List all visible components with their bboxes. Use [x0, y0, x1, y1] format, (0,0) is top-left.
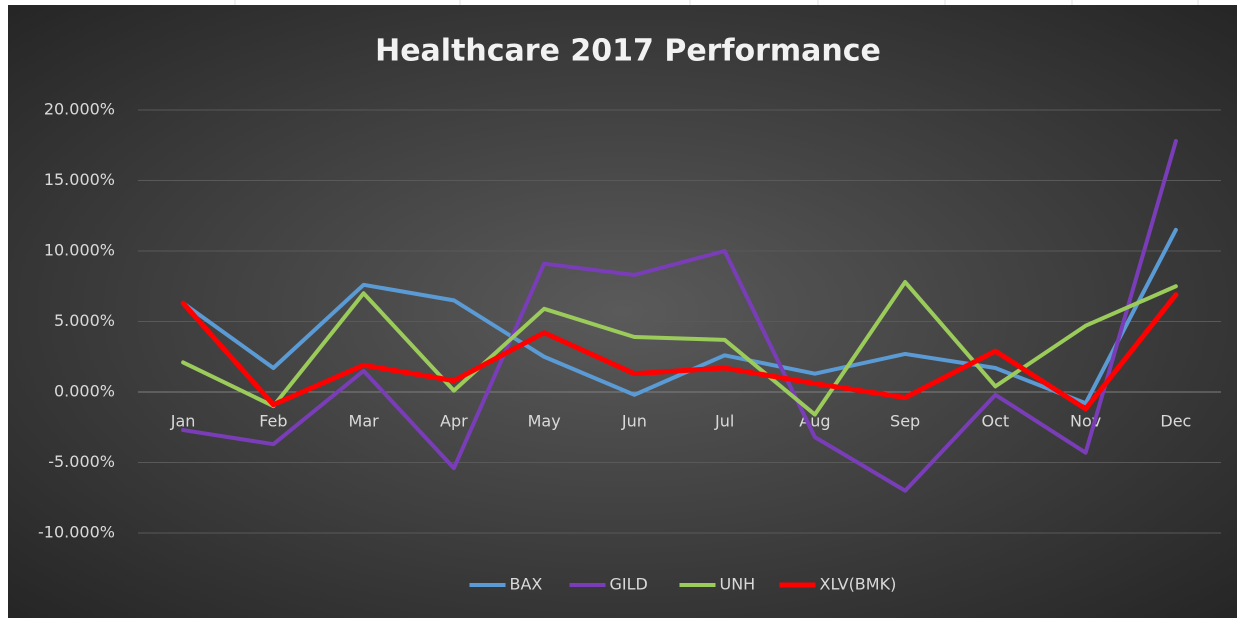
y-tick-label: -5.000%: [48, 452, 115, 471]
series-line: [181, 280, 1178, 417]
y-tick-label: 15.000%: [44, 170, 115, 189]
x-tick-label: Aug: [799, 412, 830, 431]
x-tick-label: May: [528, 412, 561, 431]
x-tick-label: Dec: [1160, 412, 1191, 431]
y-tick-label: 5.000%: [54, 311, 115, 330]
y-tick-label: 20.000%: [44, 100, 115, 119]
legend-label: XLV(BMK): [820, 575, 897, 594]
legend-label: BAX: [510, 575, 543, 594]
x-tick-label: Jan: [170, 412, 196, 431]
x-tick-label: Jul: [714, 412, 734, 431]
y-tick-label: 10.000%: [44, 241, 115, 260]
series-line: [181, 139, 1178, 493]
chart-title: Healthcare 2017 Performance: [375, 34, 881, 69]
legend-label: UNH: [720, 575, 756, 594]
chart-area: [8, 5, 1237, 618]
x-tick-label: Oct: [982, 412, 1010, 431]
series-line: [180, 292, 1179, 412]
y-tick-label: -10.000%: [38, 523, 115, 542]
y-tick-label: 0.000%: [54, 382, 115, 401]
x-tick-label: Feb: [259, 412, 287, 431]
legend-label: GILD: [610, 575, 648, 594]
sheet-grid: [234, 0, 1199, 5]
x-tick-label: Sep: [890, 412, 920, 431]
x-tick-label: Mar: [349, 412, 380, 431]
x-tick-label: Jun: [621, 412, 647, 431]
x-tick-label: Apr: [440, 412, 468, 431]
